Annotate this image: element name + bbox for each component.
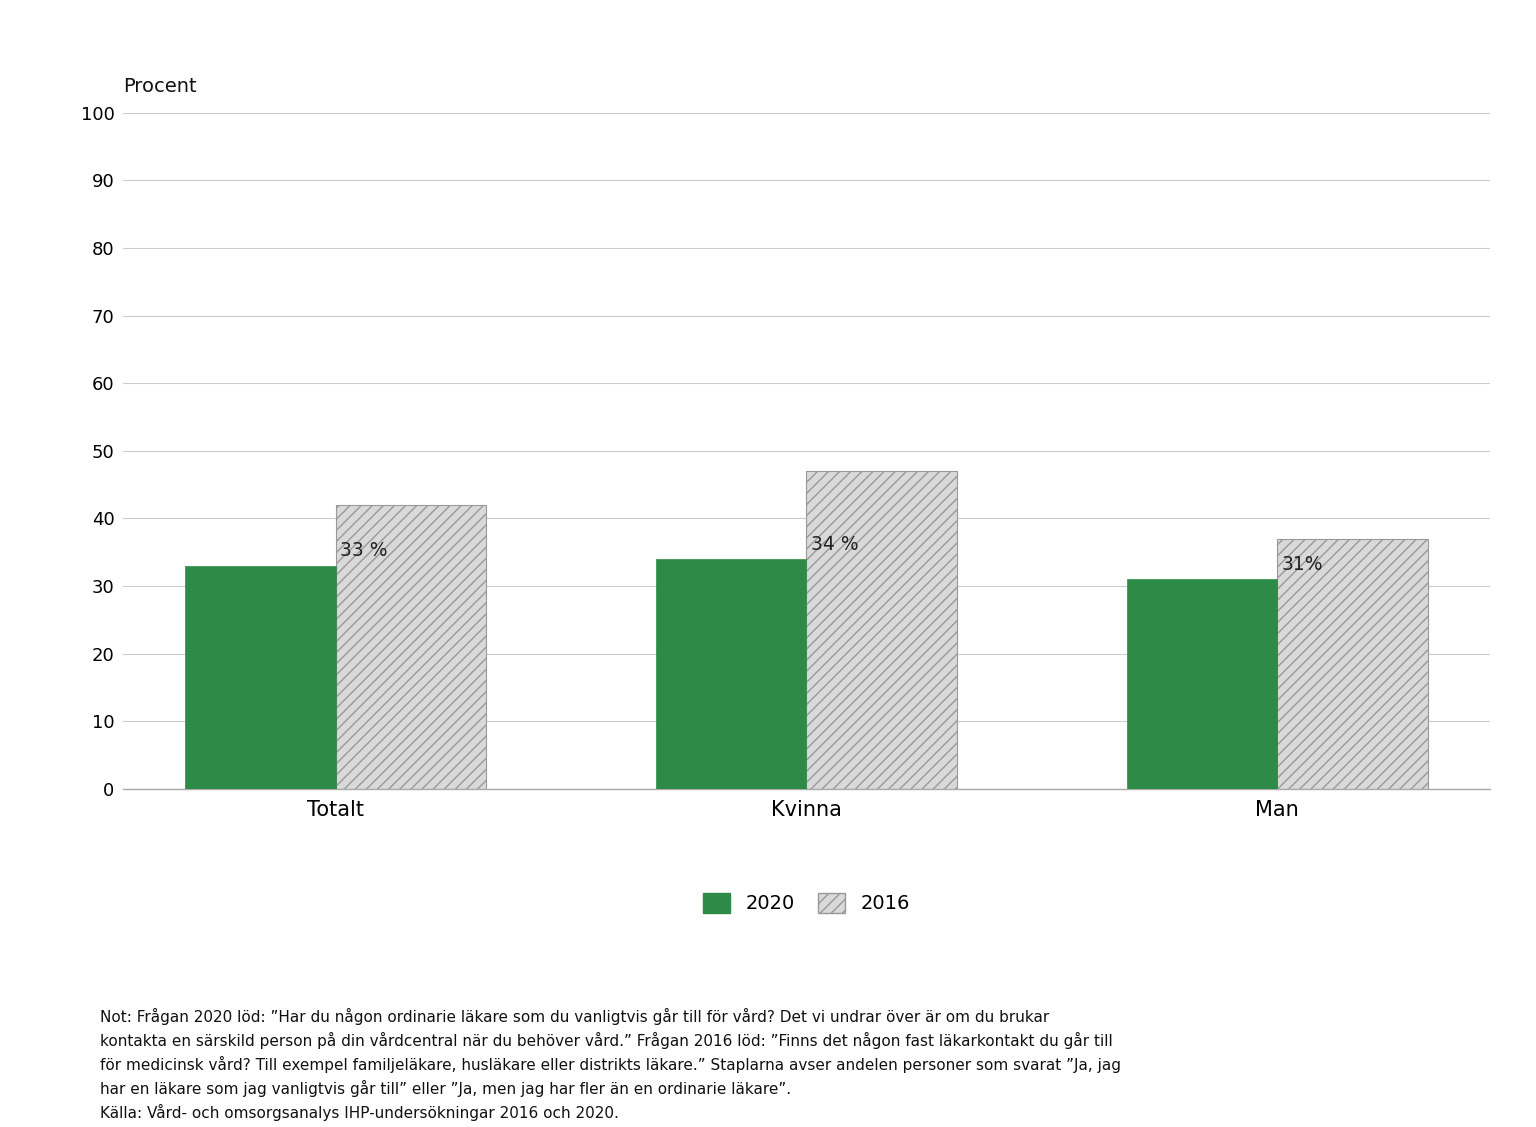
Text: Procent: Procent xyxy=(123,77,197,96)
Legend: 2020, 2016: 2020, 2016 xyxy=(694,885,919,921)
Text: 33 %: 33 % xyxy=(341,541,389,560)
Bar xyxy=(184,566,336,789)
Bar xyxy=(656,559,806,789)
Bar xyxy=(806,471,957,789)
Bar xyxy=(1276,539,1428,789)
Bar xyxy=(1126,579,1276,789)
Text: 31%: 31% xyxy=(1283,554,1324,574)
Text: 34 %: 34 % xyxy=(811,534,859,553)
Text: Not: Frågan 2020 löd: ”Har du någon ordinarie läkare som du vanligtvis går till : Not: Frågan 2020 löd: ”Har du någon ordi… xyxy=(100,1009,1121,1121)
Bar xyxy=(336,505,487,789)
